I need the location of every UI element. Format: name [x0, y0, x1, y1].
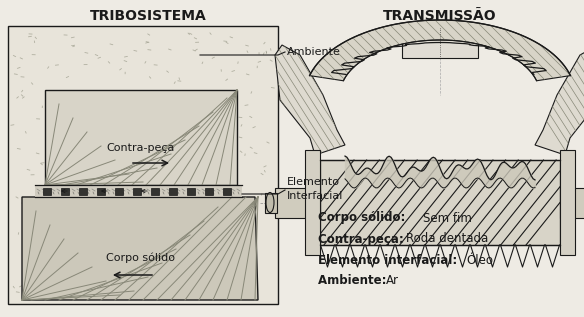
Text: Sem fim: Sem fim — [423, 211, 472, 224]
Text: Contra-peça:: Contra-peça: — [318, 232, 408, 245]
Bar — [223, 188, 231, 195]
Text: Elemento interfacial:: Elemento interfacial: — [318, 254, 461, 267]
Text: Interfacial: Interfacial — [287, 191, 343, 201]
Bar — [61, 188, 69, 195]
Ellipse shape — [266, 192, 274, 212]
Text: Roda dentada: Roda dentada — [406, 232, 488, 245]
Bar — [97, 188, 105, 195]
Polygon shape — [275, 45, 345, 155]
Bar — [560, 150, 575, 255]
Text: Ambiente: Ambiente — [287, 47, 341, 57]
Polygon shape — [22, 197, 258, 300]
Text: Óleo: Óleo — [466, 254, 493, 267]
Bar — [35, 185, 242, 197]
Bar — [169, 188, 177, 195]
Bar — [151, 188, 159, 195]
Bar — [115, 188, 123, 195]
Bar — [133, 188, 141, 195]
Bar — [305, 150, 320, 255]
Bar — [187, 188, 195, 195]
Text: Ar: Ar — [386, 275, 399, 288]
Bar — [320, 160, 560, 245]
Bar — [205, 188, 213, 195]
Bar — [8, 26, 278, 304]
Text: Corpo sólido:: Corpo sólido: — [318, 211, 409, 224]
Polygon shape — [310, 20, 571, 81]
Text: Ambiente:: Ambiente: — [318, 275, 391, 288]
Bar — [79, 188, 87, 195]
Bar — [560, 187, 584, 217]
Bar — [275, 187, 320, 217]
Text: Corpo sólido: Corpo sólido — [106, 253, 175, 263]
Bar — [45, 90, 237, 185]
Text: TRIBOSISTEMA: TRIBOSISTEMA — [89, 9, 206, 23]
Bar — [265, 192, 277, 212]
Bar — [402, 28, 478, 58]
Text: TRANSMISSÃO: TRANSMISSÃO — [383, 9, 497, 23]
Polygon shape — [535, 45, 584, 155]
Bar — [43, 188, 51, 195]
Text: Contra-peça: Contra-peça — [107, 143, 175, 153]
Text: Elemento: Elemento — [287, 177, 340, 187]
